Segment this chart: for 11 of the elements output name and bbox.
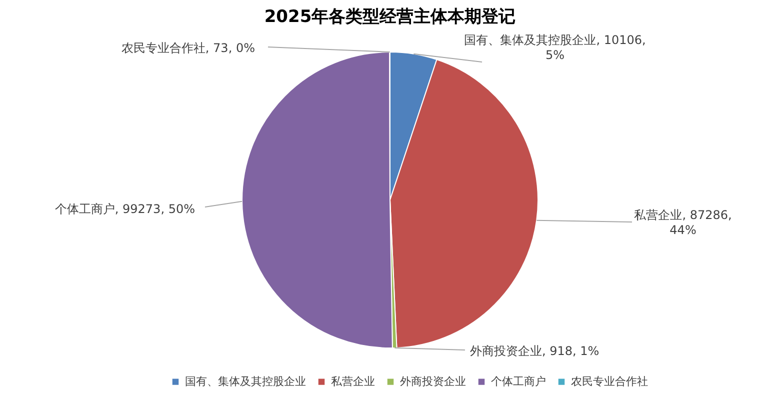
- legend-label: 国有、集体及其控股企业: [185, 374, 306, 388]
- data-label: 农民专业合作社, 73, 0%: [121, 41, 255, 55]
- data-label: 国有、集体及其控股企业, 10106, 5%: [464, 33, 646, 62]
- legend-label: 个体工商户: [491, 374, 546, 388]
- legend-label: 外商投资企业: [400, 374, 466, 388]
- legend-label: 农民专业合作社: [571, 374, 648, 388]
- data-label: 外商投资企业, 918, 1%: [470, 344, 600, 358]
- chart-title: 2025年各类型经营主体本期登记: [264, 7, 516, 27]
- data-label: 个体工商户, 99273, 50%: [54, 202, 195, 216]
- legend-label: 私营企业: [331, 374, 375, 388]
- data-label: 私营企业, 87286, 44%: [634, 208, 732, 237]
